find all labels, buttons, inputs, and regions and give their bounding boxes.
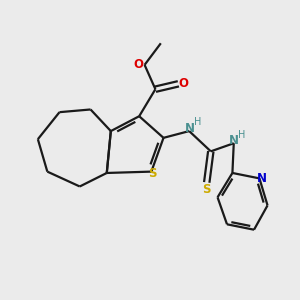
Text: N: N [256,172,267,185]
Text: N: N [229,134,239,147]
Text: O: O [178,77,188,90]
Text: S: S [148,167,157,180]
Text: H: H [194,117,201,128]
Text: H: H [238,130,246,140]
Text: O: O [134,58,144,71]
Text: N: N [185,122,195,135]
Text: S: S [202,184,211,196]
